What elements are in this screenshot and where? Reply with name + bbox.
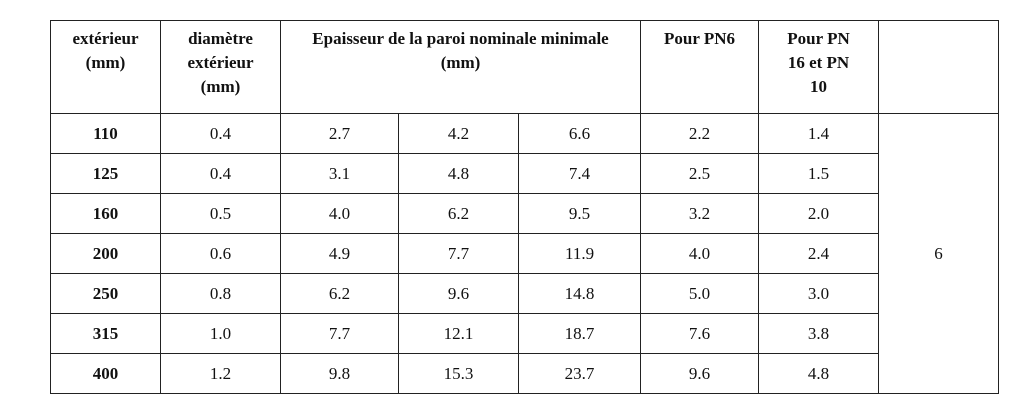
header-cell: Pour PN 16 et PN 10 [758, 20, 880, 114]
cell: 4.8 [758, 353, 880, 394]
header-cell-empty [878, 20, 1000, 114]
data-row: 125 0.4 3.1 4.8 7.4 2.5 1.5 [50, 153, 999, 194]
cell: 7.4 [517, 153, 642, 194]
cell: 4.9 [280, 233, 399, 274]
data-row: 250 0.8 6.2 9.6 14.8 5.0 3.0 [50, 273, 999, 314]
cell: 9.6 [640, 353, 760, 394]
cell: 3.2 [640, 193, 760, 234]
data-row: 200 0.6 4.9 7.7 11.9 4.0 2.4 [50, 233, 999, 274]
cell: 2.7 [280, 113, 399, 154]
cell: 6.2 [280, 273, 399, 314]
cell: 315 [50, 313, 161, 354]
cell: 2.5 [640, 153, 760, 194]
cell: 160 [50, 193, 161, 234]
pipe-table: extérieur (mm) diamètre extérieur (mm) E… [50, 20, 1000, 394]
cell: 6.2 [398, 193, 519, 234]
cell: 4.2 [398, 113, 519, 154]
cell: 4.0 [280, 193, 399, 234]
cell: 9.6 [398, 273, 519, 314]
cell: 110 [50, 113, 161, 154]
cell: 4.8 [398, 153, 519, 194]
table-body: 110 0.4 2.7 4.2 6.6 2.2 1.4 6 125 0.4 3.1 4.8 7.4 2.5… [50, 113, 1000, 394]
cell: 1.5 [758, 153, 880, 194]
cell: 2.4 [758, 233, 880, 274]
cell: 9.8 [280, 353, 399, 394]
header-cell: Epaisseur de la paroi nominale minimale … [279, 20, 642, 114]
cell: 7.7 [280, 313, 399, 354]
data-row: 315 1.0 7.7 12.1 18.7 7.6 3.8 [50, 313, 999, 354]
header-row: extérieur (mm) diamètre extérieur (mm) E… [50, 20, 1000, 114]
cell: 15.3 [398, 353, 519, 394]
cell: 11.9 [517, 233, 642, 274]
header-cell: diamètre extérieur (mm) [160, 20, 281, 114]
cell: 1.0 [160, 313, 281, 354]
cell: 7.7 [398, 233, 519, 274]
cell: 0.4 [160, 153, 281, 194]
cell: 9.5 [517, 193, 642, 234]
merged-cell: 6 [878, 113, 1000, 394]
cell: 2.0 [758, 193, 880, 234]
cell: 6.6 [517, 113, 642, 154]
cell: 23.7 [517, 353, 642, 394]
cell: 1.2 [160, 353, 281, 394]
cell: 250 [50, 273, 161, 314]
cell: 0.5 [160, 193, 281, 234]
data-row: 110 0.4 2.7 4.2 6.6 2.2 1.4 6 [50, 113, 1000, 394]
cell: 7.6 [640, 313, 760, 354]
data-row: 400 1.2 9.8 15.3 23.7 9.6 4.8 [50, 353, 999, 394]
cell: 125 [50, 153, 161, 194]
cell: 0.6 [160, 233, 281, 274]
cell: 0.8 [160, 273, 281, 314]
cell: 12.1 [398, 313, 519, 354]
cell: 2.2 [640, 113, 760, 154]
cell: 400 [50, 353, 161, 394]
cell: 4.0 [640, 233, 760, 274]
cell: 18.7 [517, 313, 642, 354]
cell: 0.4 [160, 113, 281, 154]
cell: 5.0 [640, 273, 760, 314]
header-cell: extérieur (mm) [50, 20, 161, 114]
data-row: 160 0.5 4.0 6.2 9.5 3.2 2.0 [50, 193, 999, 234]
cell: 3.0 [758, 273, 880, 314]
cell: 3.1 [280, 153, 399, 194]
cell: 200 [50, 233, 161, 274]
cell: 14.8 [517, 273, 642, 314]
cell: 3.8 [758, 313, 880, 354]
cell: 1.4 [758, 113, 880, 154]
header-cell: Pour PN6 [640, 20, 760, 114]
